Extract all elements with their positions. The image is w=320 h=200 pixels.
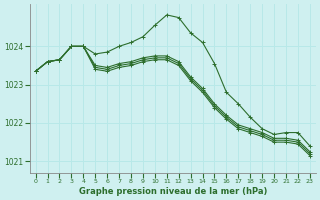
X-axis label: Graphe pression niveau de la mer (hPa): Graphe pression niveau de la mer (hPa) — [79, 187, 267, 196]
